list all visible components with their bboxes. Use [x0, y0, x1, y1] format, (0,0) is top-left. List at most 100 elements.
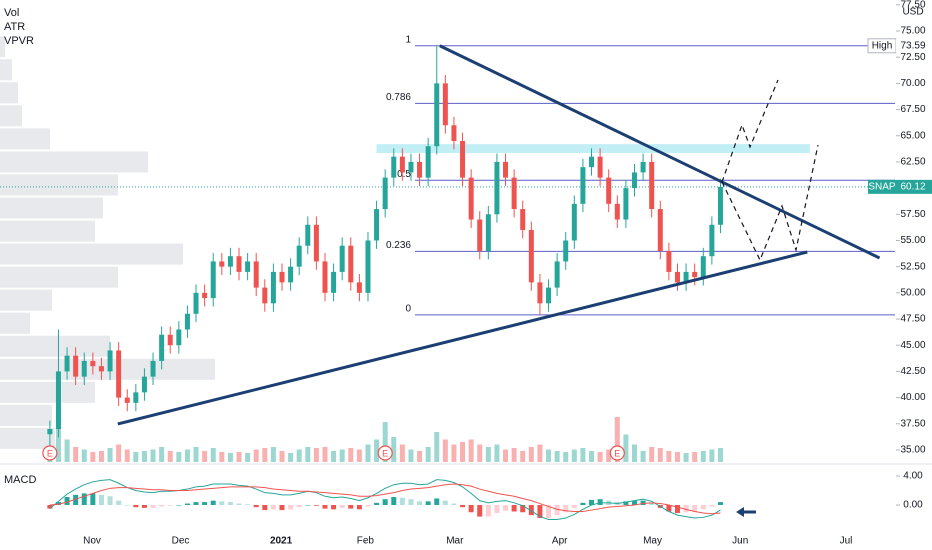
macd-histogram-bar [288, 504, 294, 510]
arrow [736, 507, 756, 517]
volume-bar [391, 437, 397, 462]
volume-bar [348, 448, 354, 462]
macd-histogram-bar [296, 504, 302, 508]
vpvr-bar [0, 427, 55, 449]
candle-body [614, 203, 620, 220]
candle-body [717, 186, 723, 225]
candle-body [571, 203, 577, 241]
macd-histogram-bar [245, 504, 251, 505]
volume-bar [288, 453, 294, 462]
volume-bar [631, 444, 637, 462]
macd-histogram-bar [193, 502, 199, 505]
candle-body [623, 188, 629, 220]
macd-histogram-bar [640, 500, 646, 505]
y-tick-label: 72.50 [900, 52, 925, 63]
macd-histogram-bar [451, 503, 457, 505]
candle-body [193, 292, 199, 314]
candle-body [477, 219, 483, 251]
candle-body [339, 245, 345, 272]
macd-histogram-bar [623, 501, 629, 505]
main-layer: 35.00 37.50 40.00 42.50 45.00 47.50 50.00 52.50… [42, 0, 932, 547]
candle-body [606, 177, 612, 204]
volume-bar [305, 447, 311, 462]
volume-bar [331, 451, 337, 462]
volume-bar [107, 448, 113, 462]
candle-body [116, 350, 122, 398]
volume-bar [442, 439, 448, 462]
vpvr-bar [0, 59, 12, 81]
candle-body [442, 83, 448, 126]
y-tick-label: 35.00 [900, 445, 925, 456]
candle-body [270, 271, 276, 304]
candle-body [580, 167, 586, 204]
vpvr-bar [0, 36, 5, 58]
x-tick-label: Apr [552, 536, 568, 547]
volume-bar [150, 449, 156, 462]
macd-histogram-bar [348, 504, 354, 509]
candle-body [408, 161, 414, 173]
candle-body [520, 209, 526, 231]
fib-label: 0.5 [397, 169, 411, 180]
macd-histogram-bar [520, 504, 526, 513]
macd-histogram-bar [563, 504, 569, 513]
vpvr-bar [0, 381, 95, 403]
vpvr-bar [0, 312, 30, 334]
volume-bar [81, 449, 87, 462]
macd-histogram-bar [141, 504, 147, 508]
macd-histogram-bar [434, 498, 440, 505]
candle-body [81, 360, 87, 377]
zone [376, 144, 810, 154]
volume-bar [580, 448, 586, 462]
volume-bar [709, 449, 715, 462]
volume-bar [219, 452, 225, 462]
y-tick-label: 45.00 [900, 340, 925, 351]
volume-bar [202, 451, 208, 462]
macd-histogram-bar [683, 504, 689, 513]
y-tick-label: 75.00 [900, 26, 925, 37]
volume-bar [365, 444, 371, 462]
candle-body [399, 156, 405, 173]
macd-histogram-bar [322, 504, 328, 509]
fib-label: 0 [405, 303, 411, 314]
candle-body [356, 282, 362, 293]
macd-histogram-bar [331, 504, 337, 510]
volume-bar [425, 447, 431, 462]
macd-histogram-bar [90, 493, 96, 505]
candle-body [451, 125, 457, 141]
vpvr-bar [0, 105, 22, 127]
fib-label: 0.236 [386, 240, 411, 251]
macd-histogram-bar [253, 504, 259, 508]
candle-body [64, 355, 70, 372]
volume-bar [460, 442, 466, 462]
candle-body [262, 287, 268, 304]
volume-bar [511, 448, 517, 462]
vpvr-bar [0, 128, 50, 150]
price-box [896, 179, 932, 194]
candle-body [210, 261, 216, 299]
volume-bar [528, 447, 534, 462]
candle-body [511, 177, 517, 210]
candle-body [700, 256, 706, 278]
macd-histogram-bar [546, 504, 552, 519]
macd-histogram-bar [116, 500, 122, 505]
volume-bar [546, 449, 552, 462]
candle-body [176, 329, 182, 346]
vpvr-bar [0, 174, 118, 196]
candle-body [141, 376, 147, 393]
candle-body [417, 161, 423, 178]
volume-bar [313, 448, 319, 462]
candle-body [288, 266, 294, 283]
volume-bar [606, 449, 612, 462]
volume-bar [374, 439, 380, 462]
macd-y-tick-label: 4.00 [903, 471, 923, 482]
macd-histogram-bar [631, 500, 637, 505]
y-tick-label: 77.50 [900, 0, 925, 10]
candle-body [202, 292, 208, 299]
macd-histogram-bar [717, 502, 723, 505]
volume-bar [485, 447, 491, 462]
volume-bar [133, 452, 139, 462]
volume-bar [184, 449, 190, 462]
projection-path [721, 144, 819, 262]
y-tick-label: 50.00 [900, 287, 925, 298]
macd-histogram-bar [73, 494, 79, 505]
